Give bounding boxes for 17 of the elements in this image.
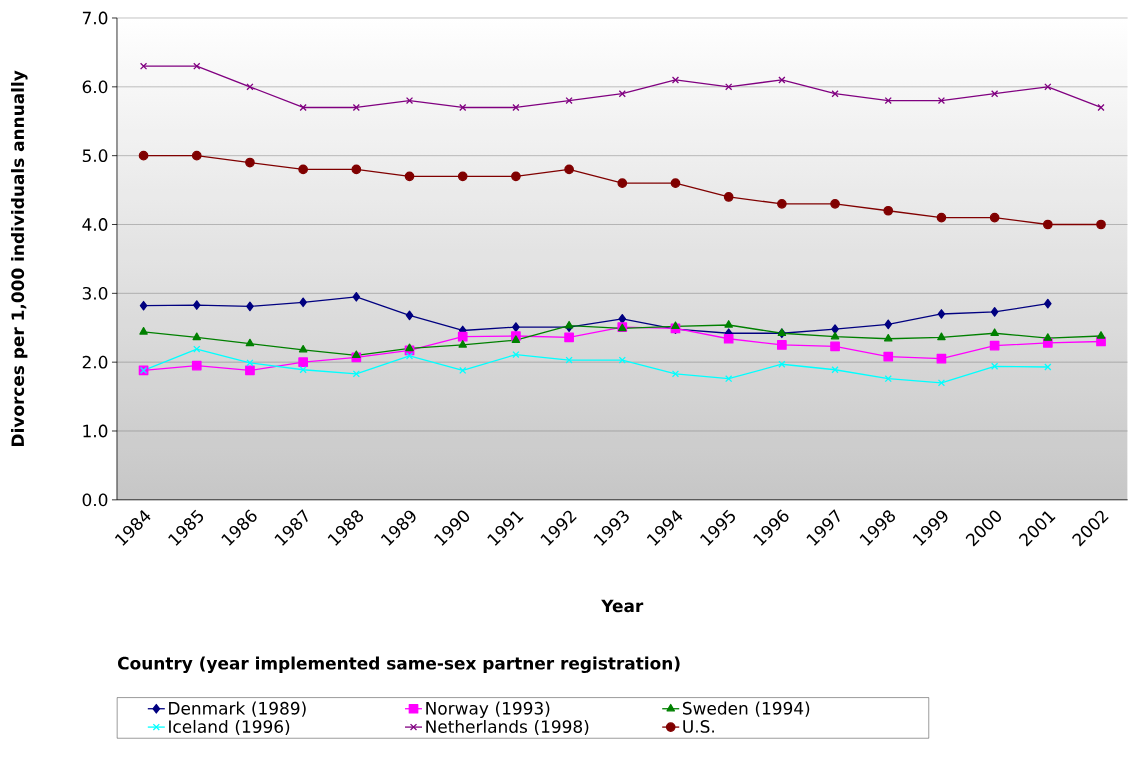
y-tick-label: 2.0: [82, 355, 108, 369]
y-tick-label: 6.0: [82, 80, 108, 94]
y-tick-label: 0.0: [82, 493, 108, 507]
legend-label: Netherlands (1998): [426, 720, 589, 736]
legend-label: U.S.: [683, 720, 714, 733]
legend-label: Iceland (1996): [169, 720, 290, 736]
legend-label: Norway (1993): [426, 701, 550, 719]
y-tick-label: 1.0: [83, 424, 108, 438]
y-tick-label: 3.0: [82, 287, 108, 300]
y-tick-label: 4.0: [82, 218, 108, 232]
x-axis-title: Year: [601, 599, 644, 613]
y-tick-label: 7.0: [82, 11, 108, 25]
y-axis-title: Divorces per 1,000 individuals annually: [11, 70, 28, 447]
legend-label: Denmark (1989): [169, 701, 306, 717]
y-tick-label: 5.0: [82, 149, 108, 163]
legend-label: Sweden (1994): [682, 701, 810, 717]
legend-title: Country (year implemented same-sex partner registration): [118, 656, 680, 674]
